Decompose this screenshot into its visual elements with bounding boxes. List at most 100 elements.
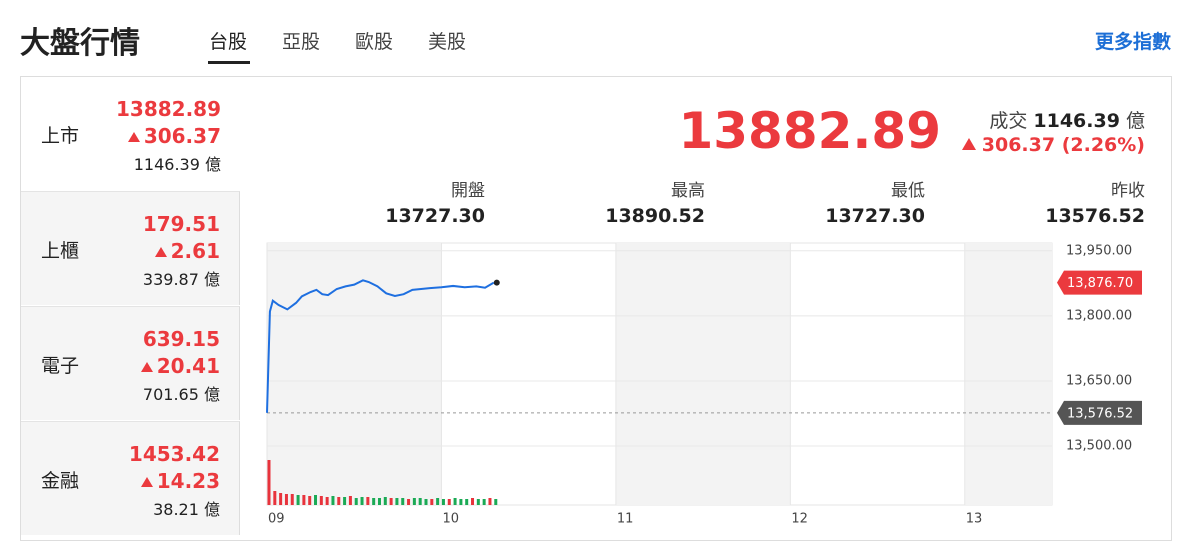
y-tick-label: 13,500.00 <box>1066 439 1132 454</box>
volume-bar <box>372 498 376 505</box>
up-arrow <box>127 132 140 142</box>
volume-bar <box>453 498 457 505</box>
change: 306.37 <box>981 134 1056 156</box>
volume-bar <box>447 499 451 505</box>
volume-bar <box>308 496 312 505</box>
y-tick-label: 13,650.00 <box>1066 373 1132 388</box>
market-change: 14.23 <box>156 469 220 493</box>
x-tick-label: 10 <box>442 512 459 527</box>
tab[interactable]: 歐股 <box>355 31 394 53</box>
market-volume: 339.87 億 <box>142 270 220 289</box>
up-arrow <box>154 247 167 257</box>
market-name: 金融 <box>41 470 80 492</box>
volume-bar <box>331 496 335 505</box>
stat-label: 最低 <box>891 181 925 201</box>
volume-bar <box>471 498 475 505</box>
stat-value: 13576.52 <box>1045 205 1145 227</box>
stat-label: 最高 <box>671 181 705 201</box>
last-tag-label: 13,876.70 <box>1067 276 1133 291</box>
volume-bar <box>407 499 411 505</box>
volume-bar <box>459 499 463 505</box>
stat-label: 開盤 <box>451 181 485 201</box>
volume-bar <box>325 497 329 505</box>
market-price: 1453.42 <box>128 442 220 466</box>
volume-bar <box>377 498 381 505</box>
tab-underline <box>208 61 250 64</box>
volume-bar <box>401 498 405 505</box>
volume-bar <box>273 491 277 505</box>
panel <box>20 76 1172 541</box>
market-name: 上櫃 <box>41 240 80 262</box>
volume-bar <box>267 460 271 505</box>
volume-bar <box>343 497 347 505</box>
change-line: 306.37 (2.26%) <box>961 134 1145 156</box>
volume-bar <box>389 498 393 505</box>
tab[interactable]: 美股 <box>428 31 467 53</box>
last-tag <box>1057 270 1142 295</box>
market-volume: 1146.39 億 <box>133 155 221 174</box>
volume-bar <box>366 497 370 505</box>
volume-bar <box>290 494 294 505</box>
last-point <box>493 279 500 286</box>
market-change: 306.37 <box>143 124 221 148</box>
x-tick-label: 13 <box>966 512 983 527</box>
x-tick-label: 12 <box>791 512 808 527</box>
volume-bar <box>348 496 352 505</box>
volume-bar <box>319 496 323 505</box>
tab[interactable]: 台股 <box>209 31 248 53</box>
market-row[interactable]: 金融 1453.42 14.23 38.21 億 <box>21 421 240 535</box>
market-change: 2.61 <box>170 239 220 263</box>
volume-bar <box>314 495 318 505</box>
up-arrow <box>140 477 153 487</box>
volume-bar <box>412 498 416 505</box>
up-arrow <box>961 138 976 150</box>
change-pct: (2.26%) <box>1061 134 1145 156</box>
stat-value: 13727.30 <box>385 205 485 227</box>
stat-label: 昨收 <box>1111 181 1145 201</box>
volume-label: 成交 <box>989 110 1028 132</box>
market-volume: 38.21 億 <box>153 500 220 519</box>
volume-bar <box>354 498 358 505</box>
volume-value: 1146.39 <box>1033 110 1120 132</box>
volume-bar <box>337 497 341 505</box>
market-row[interactable]: 上市 13882.89 306.37 1146.39 億 <box>21 77 240 191</box>
volume-bar <box>424 499 428 505</box>
market-row[interactable]: 電子 639.15 20.41 701.65 億 <box>21 306 240 420</box>
volume-bar <box>488 498 492 505</box>
hour-band <box>267 243 442 505</box>
stat-value: 13727.30 <box>825 205 925 227</box>
tab[interactable]: 亞股 <box>282 31 321 53</box>
volume-bar <box>284 494 288 505</box>
volume-bar <box>494 499 498 505</box>
y-tick-label: 13,800.00 <box>1066 308 1132 323</box>
price-line <box>266 279 495 413</box>
volume-line: 成交 1146.39 億 <box>989 106 1145 133</box>
market-price: 179.51 <box>142 212 220 236</box>
volume-bar <box>476 499 480 505</box>
more-link[interactable]: 更多指數 <box>1094 31 1171 53</box>
market-name: 電子 <box>41 355 80 377</box>
market-price: 639.15 <box>142 327 220 351</box>
volume-bar <box>441 499 445 505</box>
market-row[interactable]: 上櫃 179.51 2.61 339.87 億 <box>21 191 240 305</box>
volume-bar <box>430 499 434 505</box>
reference-tag-label: 13,576.52 <box>1067 406 1133 421</box>
volume-bar <box>395 498 399 505</box>
volume-bar <box>383 497 387 505</box>
x-tick-label: 09 <box>268 512 285 527</box>
market-price: 13882.89 <box>115 97 221 121</box>
volume-bar <box>279 493 283 505</box>
volume-bar <box>418 498 422 505</box>
page-title: 大盤行情 <box>20 26 140 61</box>
y-tick-label: 13,950.00 <box>1066 243 1132 258</box>
volume-bar <box>302 495 306 505</box>
market-change: 20.41 <box>156 354 220 378</box>
up-arrow <box>140 362 153 372</box>
big-price: 13882.89 <box>678 102 941 160</box>
volume-unit: 億 <box>1125 110 1145 132</box>
market-name: 上市 <box>41 125 80 147</box>
volume-bar <box>436 498 440 505</box>
hour-band <box>964 243 1052 505</box>
